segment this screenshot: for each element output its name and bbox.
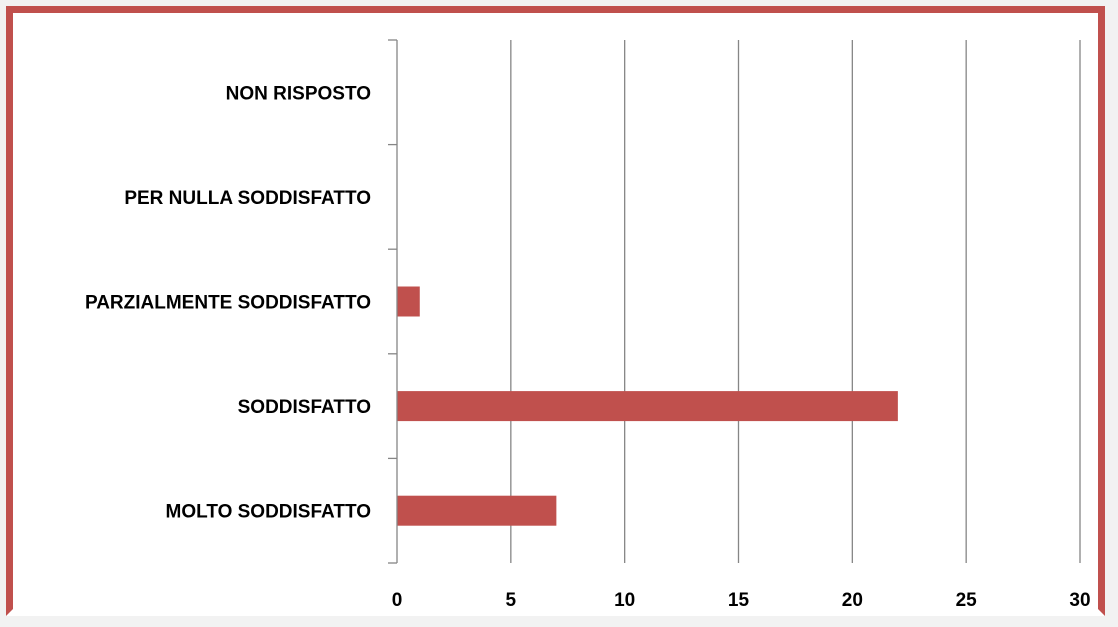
value-tick-labels: 0 5 10 15 20 25 30 <box>392 590 1091 611</box>
bar <box>397 495 557 526</box>
category-label: PARZIALMENTE SODDISFATTO <box>85 293 371 314</box>
category-labels: MOLTO SODDISFATTO SODDISFATTO PARZIALMENTE… <box>85 83 371 522</box>
gridlines <box>510 40 1081 563</box>
bars <box>397 286 898 526</box>
category-label: PER NULLA SODDISFATTO <box>124 188 371 209</box>
category-axis <box>388 39 398 564</box>
tick-label: 15 <box>728 590 750 611</box>
bar <box>397 391 898 422</box>
category-label: SODDISFATTO <box>238 397 371 418</box>
tick-label: 20 <box>842 590 863 611</box>
category-label: NON RISPOSTO <box>226 83 371 104</box>
tick-label: 25 <box>956 590 978 611</box>
bar <box>397 286 420 317</box>
category-label: MOLTO SODDISFATTO <box>166 502 371 523</box>
tick-label: 10 <box>614 590 635 611</box>
tick-label: 5 <box>506 590 517 611</box>
tick-label: 0 <box>392 590 403 611</box>
tick-label: 30 <box>1069 590 1090 611</box>
